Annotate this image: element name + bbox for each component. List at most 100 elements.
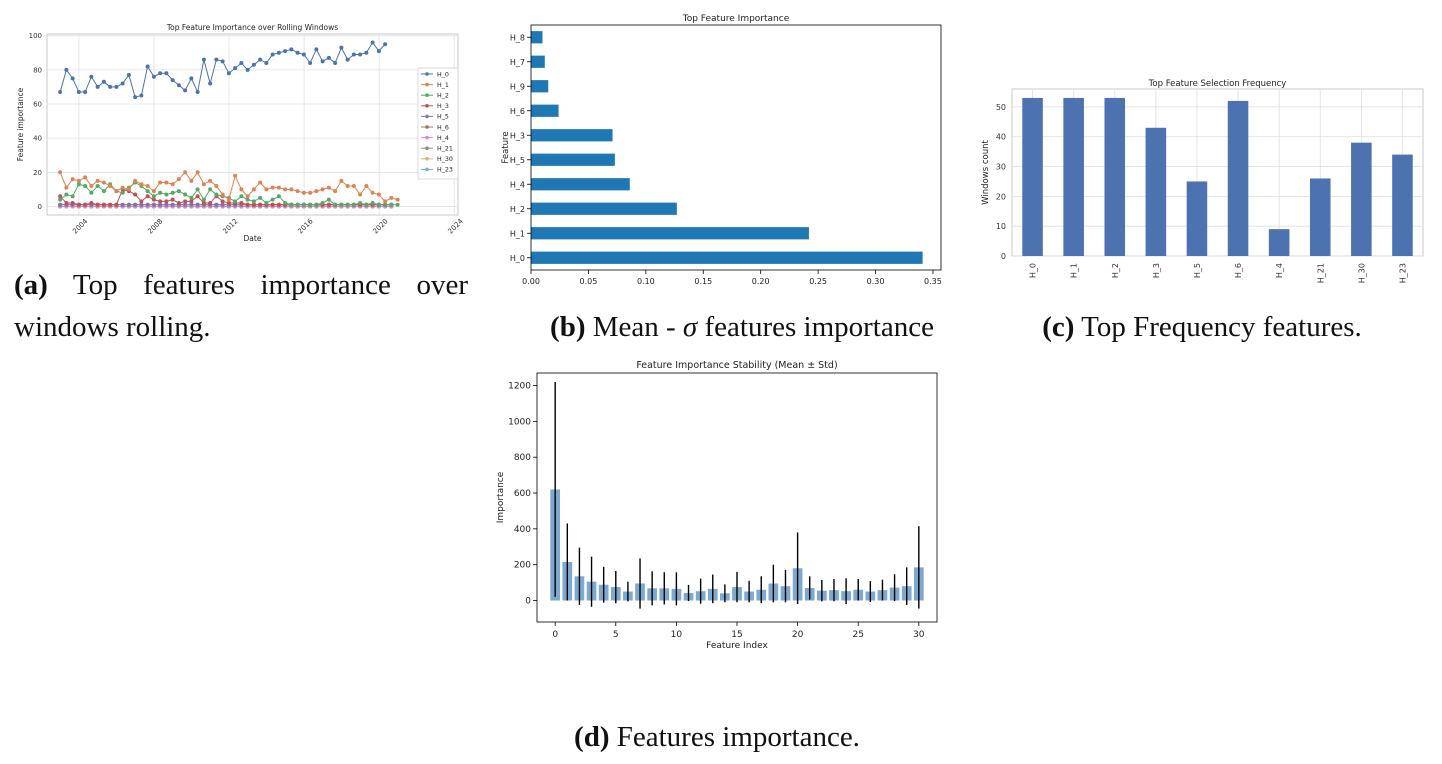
data-point: [101, 180, 106, 185]
y-tick-label: 1000: [508, 417, 531, 427]
data-point: [264, 201, 269, 206]
data-point: [333, 202, 338, 207]
data-point: [358, 52, 363, 57]
data-point: [239, 201, 244, 206]
legend-label: H_6: [437, 124, 449, 131]
bar-h-0: [1022, 97, 1043, 256]
data-point: [151, 74, 156, 79]
data-point: [139, 182, 144, 187]
data-point: [76, 90, 81, 95]
data-point: [164, 71, 169, 76]
y-tick-label: 100: [29, 32, 42, 40]
data-point: [376, 49, 381, 54]
data-point: [220, 59, 225, 64]
data-point: [383, 42, 388, 47]
x-tick-label: 0.20: [752, 277, 770, 286]
data-point: [83, 90, 88, 95]
y-tick-label: 200: [514, 561, 531, 571]
data-point: [295, 202, 300, 207]
y-tick-label: 50: [996, 103, 1006, 112]
data-point: [208, 201, 213, 206]
y-tick-label: 600: [514, 489, 531, 499]
data-point: [283, 201, 288, 206]
legend-marker: [425, 157, 429, 161]
y-tick-label: 0: [38, 203, 42, 211]
y-tick-label: H_1: [510, 229, 525, 238]
bar-h-7: [531, 55, 545, 68]
caption-a-label: (a): [14, 269, 48, 301]
data-point: [70, 201, 75, 206]
data-point: [176, 201, 181, 206]
bar-h-6: [1227, 100, 1249, 256]
data-point: [58, 170, 63, 175]
data-point: [83, 175, 88, 180]
legend-label: H_21: [437, 146, 453, 153]
data-point: [195, 90, 200, 95]
y-tick-label: 60: [33, 101, 42, 109]
data-point: [95, 84, 100, 89]
y-tick-label: 20: [33, 169, 42, 177]
data-point: [301, 202, 306, 207]
y-tick-label: H_7: [510, 58, 525, 67]
data-point: [158, 199, 163, 204]
data-point: [383, 202, 388, 207]
data-point: [195, 170, 200, 175]
x-tick-label: H_5: [1193, 263, 1202, 278]
legend-marker: [425, 82, 429, 87]
data-point: [201, 197, 206, 202]
caption-b-label: (b): [550, 311, 586, 343]
data-point: [239, 61, 244, 66]
data-point: [195, 187, 200, 192]
data-point: [89, 190, 94, 195]
y-tick-label: 10: [996, 222, 1006, 231]
data-point: [158, 180, 163, 185]
data-point: [339, 202, 344, 207]
data-point: [389, 195, 394, 200]
data-point: [120, 202, 125, 207]
data-point: [226, 197, 231, 202]
data-point: [58, 202, 63, 207]
data-point: [301, 52, 306, 57]
chart-b: Top Feature Importance H_0 H_1 H_2 H_4 H_5 H_3…: [501, 14, 942, 286]
caption-a-text: Top features importance over windows rol…: [14, 269, 468, 343]
data-point: [89, 201, 94, 206]
data-point: [233, 66, 238, 71]
data-point: [364, 50, 369, 55]
data-point: [108, 202, 113, 207]
data-point: [108, 84, 113, 89]
data-point: [70, 76, 75, 81]
data-point: [164, 180, 169, 185]
data-point: [258, 202, 263, 207]
data-point: [189, 199, 194, 204]
data-point: [126, 202, 131, 207]
data-point: [264, 61, 269, 66]
x-tick-label: 15: [731, 630, 742, 640]
data-point: [389, 202, 394, 207]
legend-box: [417, 67, 459, 180]
y-tick-label: 20: [996, 192, 1006, 201]
data-point: [64, 192, 69, 197]
data-point: [226, 201, 231, 206]
y-tick-label: H_4: [510, 180, 525, 189]
y-tick-label: 800: [514, 453, 531, 463]
plot-frame: [536, 372, 938, 623]
data-point: [108, 183, 113, 188]
data-point: [164, 192, 169, 197]
data-point: [276, 50, 281, 55]
data-point: [308, 202, 313, 207]
data-point: [276, 202, 281, 207]
x-tick-label: H_0: [1029, 263, 1038, 278]
data-point: [158, 190, 163, 195]
x-tick-label: H_21: [1316, 263, 1325, 283]
data-point: [201, 182, 206, 187]
data-point: [145, 189, 150, 194]
data-point: [220, 192, 225, 197]
y-axis-label: Windows count: [981, 140, 991, 205]
data-point: [189, 195, 194, 200]
x-tick-label: 0.05: [580, 277, 598, 286]
data-point: [320, 187, 325, 192]
x-tick-label: 0.35: [924, 277, 942, 286]
data-point: [245, 202, 250, 207]
y-tick-label: H_6: [510, 107, 525, 116]
data-point: [145, 202, 150, 207]
